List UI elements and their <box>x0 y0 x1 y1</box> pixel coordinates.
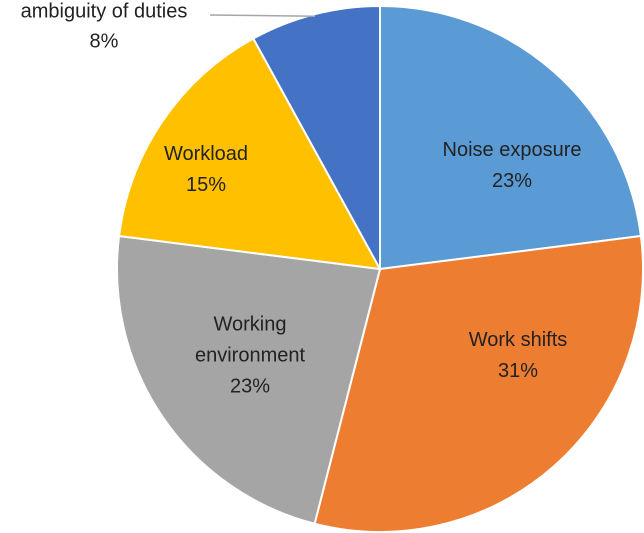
data-label-value-noise-exposure: 23% <box>492 170 532 192</box>
leader-line-ambiguity-of-duties <box>209 14 316 17</box>
data-label-category-working-environment: Working <box>214 313 287 335</box>
data-label-category-work-shifts: Work shifts <box>469 329 568 351</box>
pie-slice-ambiguity-of-duties <box>251 4 381 270</box>
data-label-value-ambiguity-of-duties: 8% <box>90 30 119 52</box>
data-label-value-workload: 15% <box>186 174 226 196</box>
data-label-category-noise-exposure: Noise exposure <box>443 139 582 161</box>
pie-slice-noise-exposure <box>379 4 643 271</box>
data-label-value-working-environment: 23% <box>230 375 270 397</box>
pie-slice-working-environment <box>116 234 382 525</box>
pie-slice-work-shifts <box>313 234 644 533</box>
pie-slice-workload <box>117 37 382 271</box>
data-label-value-work-shifts: 31% <box>498 360 538 382</box>
data-label-category-working-environment: environment <box>195 344 306 366</box>
data-label-category-workload: Workload <box>164 143 248 165</box>
data-label-category-ambiguity-of-duties: ambiguity of duties <box>21 0 188 22</box>
